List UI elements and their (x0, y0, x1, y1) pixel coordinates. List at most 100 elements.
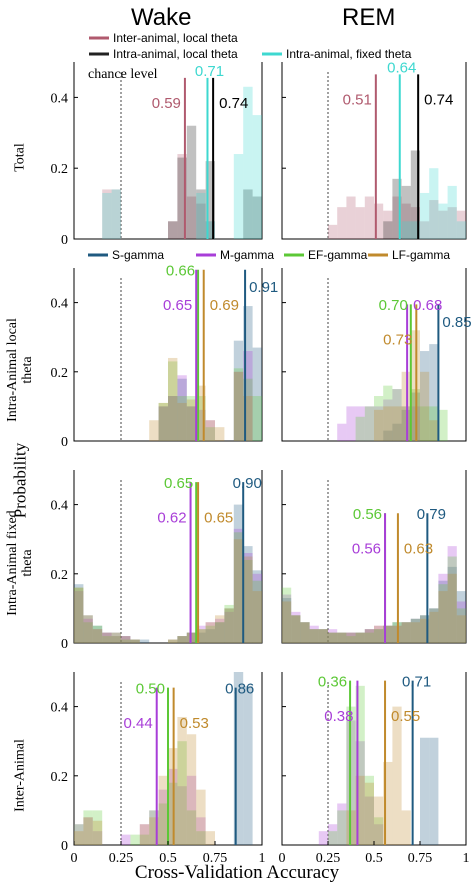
histogram-bar (233, 528, 244, 643)
y-tick-label: 0.2 (51, 162, 69, 177)
histogram-bar (401, 221, 411, 239)
histogram-bar (429, 608, 439, 643)
histogram-bar (92, 820, 103, 845)
histogram-bar (224, 608, 234, 643)
histogram-bar (121, 636, 131, 643)
histogram-bar (121, 639, 131, 643)
histogram-bar (447, 546, 457, 643)
histogram-bar (149, 420, 159, 441)
x-tick-label: 0.5 (365, 851, 383, 866)
histogram-bar (92, 831, 103, 845)
histogram-bar (224, 604, 234, 643)
histogram-bar (243, 546, 253, 643)
histogram-bar (401, 622, 411, 643)
histogram-bar (364, 629, 374, 643)
histogram-bar (410, 618, 420, 643)
x-tick-label: 1 (463, 851, 470, 866)
x-tick-label: 1 (259, 851, 266, 866)
histogram-bar (215, 622, 225, 643)
histogram-bar (130, 834, 140, 845)
mean-marker-label: 0.62 (157, 509, 186, 526)
histogram-bar (158, 402, 168, 441)
histogram-bar (92, 629, 103, 643)
panel-axes (73, 62, 263, 240)
histogram-bar (205, 629, 215, 643)
histogram-bar (401, 622, 411, 643)
histogram-bar (168, 361, 178, 441)
histogram-bar (383, 210, 393, 239)
histogram-bar (74, 824, 84, 845)
histogram-bar (186, 810, 197, 845)
histogram-bar (196, 789, 206, 845)
x-tick-label: 0 (279, 851, 286, 866)
histogram-bar (111, 632, 121, 643)
histogram-bar (177, 636, 187, 643)
histogram-bar (243, 559, 253, 643)
histogram-bar (328, 632, 338, 643)
histogram-bar (177, 636, 187, 643)
histogram-bar (346, 406, 356, 441)
histogram-bar (401, 622, 411, 643)
histogram-bar (252, 347, 262, 441)
mean-marker-label: 0.50 (136, 680, 165, 697)
histogram-bar (83, 817, 93, 845)
histogram-bar (215, 615, 225, 643)
histogram-bar (420, 371, 430, 441)
mean-marker-label: 0.66 (166, 262, 195, 279)
histogram-bar (447, 566, 457, 643)
histogram-bar (205, 420, 215, 441)
histogram-bar (328, 824, 338, 845)
histogram-bar (177, 154, 187, 239)
histogram-bar (337, 423, 347, 441)
histogram-bar (186, 125, 197, 239)
histogram-bar (158, 775, 168, 845)
histogram-bar (196, 203, 206, 239)
histogram-bar (456, 608, 466, 643)
histogram-bar (168, 639, 178, 643)
mean-marker-label: 0.56 (353, 506, 382, 523)
histogram-bar (346, 632, 356, 643)
histogram-bar (149, 810, 159, 845)
y-tick-label: 0.4 (51, 91, 69, 106)
mean-marker-label: 0.68 (413, 297, 442, 314)
mean-marker-label: 0.85 (442, 314, 471, 331)
histogram-bar (205, 622, 215, 643)
histogram-bar (205, 625, 215, 643)
histogram-bar (252, 591, 262, 643)
panel-axes (281, 268, 467, 442)
histogram-bar (196, 625, 206, 643)
histogram-bar (74, 587, 84, 643)
histogram-bar (111, 636, 121, 643)
histogram-bar (355, 632, 365, 643)
histogram-bar (364, 629, 374, 643)
y-tick-label: 0.2 (51, 568, 69, 583)
histogram-bar (392, 706, 402, 845)
histogram-bar (243, 306, 253, 441)
histogram-bar (337, 810, 347, 845)
histogram-bar (374, 625, 384, 643)
histogram-bar (429, 168, 439, 239)
histogram-bar (300, 622, 310, 643)
histogram-bar (410, 622, 420, 643)
histogram-bar (282, 601, 292, 643)
legend-entry: M-gamma (220, 248, 274, 262)
histogram-bar (139, 834, 150, 845)
mean-marker-label: 0.91 (249, 279, 278, 296)
panel-1 (281, 62, 467, 240)
histogram-bar (438, 580, 448, 643)
y-tick-label: 0.4 (51, 701, 69, 716)
mean-marker-label: 0.44 (124, 715, 153, 732)
column-title-rem: REM (342, 4, 396, 31)
y-tick-label: 0 (61, 435, 68, 450)
histogram-bar (410, 618, 420, 643)
x-tick-label: 0.25 (316, 851, 341, 866)
histogram-bar (252, 115, 262, 239)
histogram-bar (121, 834, 131, 845)
x-tick-label: 0.75 (203, 851, 228, 866)
histogram-bar (438, 584, 448, 643)
mean-marker-label: 0.71 (195, 63, 224, 80)
histogram-bar (243, 351, 253, 441)
mean-marker-label: 0.74 (219, 95, 248, 112)
histogram-bar (438, 203, 448, 239)
mean-marker-label: 0.70 (379, 297, 408, 314)
